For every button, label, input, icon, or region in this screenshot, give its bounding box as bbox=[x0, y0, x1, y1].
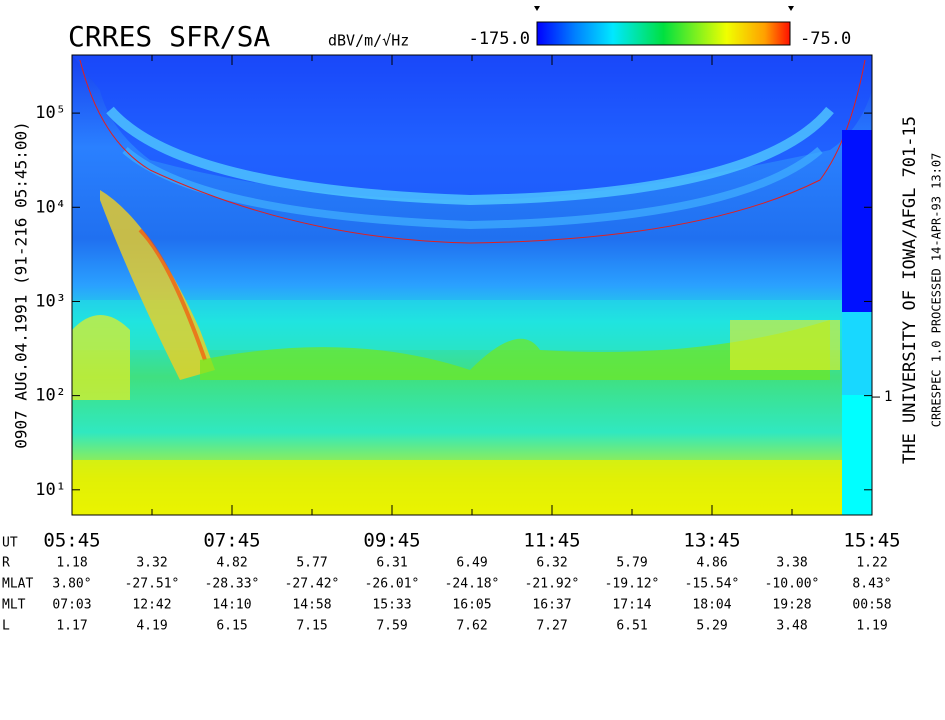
ephemeris-value: 3.32 bbox=[136, 556, 167, 571]
colorbar-arrows bbox=[534, 6, 794, 11]
x-axis-label: UT bbox=[2, 536, 18, 551]
colorbar-min: -175.0 bbox=[469, 29, 530, 49]
ephemeris-value: 1.17 bbox=[56, 619, 87, 634]
ephemeris-value: 4.19 bbox=[136, 619, 167, 634]
ephemeris-name: MLAT bbox=[2, 577, 33, 592]
ephemeris-value: 7.15 bbox=[296, 619, 327, 634]
right-caption: THE UNIVERSITY OF IOWA/AFGL 701-15 bbox=[900, 116, 920, 464]
ephemeris-value: 07:03 bbox=[52, 598, 91, 613]
ephemeris-value: 6.15 bbox=[216, 619, 247, 634]
ephemeris-value: -26.01° bbox=[365, 577, 420, 592]
y-tick-label: 10² bbox=[35, 386, 66, 406]
colorbar-max: -75.0 bbox=[800, 29, 851, 49]
ephemeris-value: 3.80° bbox=[52, 577, 91, 592]
colorbar-label: dBV/m/√Hz bbox=[328, 32, 409, 50]
ephemeris-value: 18:04 bbox=[692, 598, 731, 613]
ephemeris-value: 3.48 bbox=[776, 619, 807, 634]
ephemeris-value: 16:05 bbox=[452, 598, 491, 613]
right-subcaption: CRRESPEC 1.0 PROCESSED 14-APR-93 13:07 bbox=[930, 153, 944, 428]
ephemeris-value: 4.86 bbox=[696, 556, 727, 571]
ephemeris-value: 15:33 bbox=[372, 598, 411, 613]
ephemeris-value: 4.82 bbox=[216, 556, 247, 571]
y-tick-label: 10¹ bbox=[35, 480, 66, 500]
colorbar bbox=[536, 21, 791, 46]
ephemeris-name: MLT bbox=[2, 598, 26, 613]
ephemeris-value: 6.31 bbox=[376, 556, 407, 571]
ephemeris-value: -10.00° bbox=[765, 577, 820, 592]
ephemeris-value: 12:42 bbox=[132, 598, 171, 613]
ephemeris-value: -27.51° bbox=[125, 577, 180, 592]
ephemeris-value: 19:28 bbox=[772, 598, 811, 613]
ephemeris-value: 7.27 bbox=[536, 619, 567, 634]
x-tick-label: 05:45 bbox=[43, 530, 100, 552]
ephemeris-value: 1.18 bbox=[56, 556, 87, 571]
ephemeris-value: 5.29 bbox=[696, 619, 727, 634]
ephemeris-value: 1.22 bbox=[856, 556, 887, 571]
ephemeris-value: 8.43° bbox=[852, 577, 891, 592]
ephemeris-value: 7.62 bbox=[456, 619, 487, 634]
x-tick-label: 11:45 bbox=[523, 530, 580, 552]
y-tick-label: 10⁴ bbox=[35, 197, 66, 217]
ephemeris-value: -21.92° bbox=[525, 577, 580, 592]
ephemeris-value: -19.12° bbox=[605, 577, 660, 592]
ephemeris-value: 5.79 bbox=[616, 556, 647, 571]
ephemeris-value: 16:37 bbox=[532, 598, 571, 613]
ephemeris-name: R bbox=[2, 556, 10, 571]
x-tick-label: 07:45 bbox=[203, 530, 260, 552]
ephemeris-value: 1.19 bbox=[856, 619, 887, 634]
left-caption: 0907 AUG.04.1991 (91-216 05:45:00) bbox=[12, 121, 31, 449]
x-tick-label: 09:45 bbox=[363, 530, 420, 552]
y-tick-label: 10³ bbox=[35, 291, 66, 311]
x-tick-label: 13:45 bbox=[683, 530, 740, 552]
chart-title: CRRES SFR/SA bbox=[68, 20, 270, 53]
ephemeris-value: 5.77 bbox=[296, 556, 327, 571]
ephemeris-value: -27.42° bbox=[285, 577, 340, 592]
y2-tick-label: 1 bbox=[884, 389, 892, 405]
x-tick-label: 15:45 bbox=[843, 530, 900, 552]
ephemeris-value: 3.38 bbox=[776, 556, 807, 571]
ephemeris-value: 14:10 bbox=[212, 598, 251, 613]
ephemeris-value: 14:58 bbox=[292, 598, 331, 613]
ephemeris-value: 6.51 bbox=[616, 619, 647, 634]
ephemeris-value: 17:14 bbox=[612, 598, 651, 613]
ephemeris-value: 00:58 bbox=[852, 598, 891, 613]
ephemeris-value: -28.33° bbox=[205, 577, 260, 592]
ephemeris-value: -24.18° bbox=[445, 577, 500, 592]
ephemeris-value: 6.49 bbox=[456, 556, 487, 571]
y-tick-label: 10⁵ bbox=[35, 103, 66, 123]
spectrogram bbox=[72, 55, 872, 515]
ephemeris-value: 6.32 bbox=[536, 556, 567, 571]
ephemeris-name: L bbox=[2, 619, 10, 634]
ephemeris-value: 7.59 bbox=[376, 619, 407, 634]
ephemeris-value: -15.54° bbox=[685, 577, 740, 592]
